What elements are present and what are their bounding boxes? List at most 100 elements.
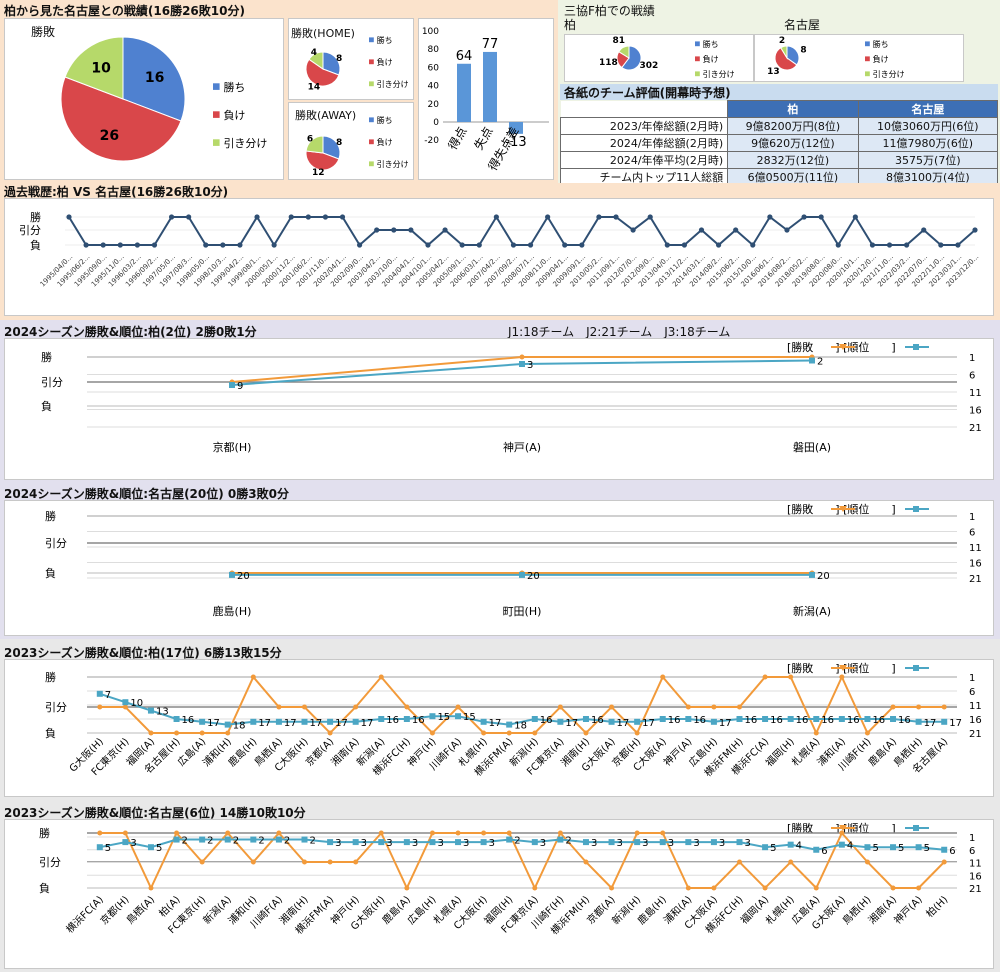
eval-row-label: 2024/年俸平均(2月時) (559, 151, 729, 169)
rank-value-label: 9 (237, 381, 243, 392)
rank-point (96, 690, 103, 697)
history-point (938, 242, 944, 248)
opponent-label: 横浜FC(A) (63, 893, 106, 936)
opponent-label: 町田(H) (503, 605, 542, 618)
rank-point (915, 718, 922, 725)
home-pie-box: 勝敗(HOME) 8 14 4 勝ち 負け 引き分け (288, 18, 414, 100)
pie-value-label: 81 (613, 36, 626, 46)
legend-swatch (369, 59, 374, 65)
history-point (374, 227, 380, 233)
history-point (459, 242, 465, 248)
history-point (664, 242, 670, 248)
result-point (429, 730, 435, 736)
rank-point (403, 716, 410, 722)
eval-row-label: 2023/年俸総額(2月時) (559, 117, 729, 135)
rank-value-label: 2 (565, 836, 571, 847)
legend-label: 勝ち (223, 80, 245, 94)
history-point (904, 242, 910, 248)
history-point (510, 242, 517, 248)
opponent-label: 京都(H) (97, 893, 131, 927)
result-point (532, 885, 538, 891)
history-y-label: 勝 (30, 210, 41, 224)
eval-table: 柏 名古屋 2023/年俸総額(2月時) 9億8200万円(8位) 10億306… (559, 100, 999, 183)
result-point (916, 704, 922, 710)
rank-point (147, 707, 154, 714)
result-point (506, 730, 512, 736)
rank-value-label: 3 (693, 838, 699, 849)
result-y-label: 引分 (45, 536, 67, 550)
rank-point (224, 721, 231, 728)
rank-value-label: 16 (770, 715, 783, 726)
legend-result-marker (839, 825, 847, 831)
home-pie-title: 勝敗(HOME) (291, 27, 355, 40)
rank-value-label: 3 (719, 838, 725, 849)
goal-bar (509, 122, 523, 134)
result-point (916, 885, 922, 891)
pie-value-label: 8 (800, 46, 806, 56)
pie-value-label: 2 (779, 36, 785, 46)
legend-result-marker (839, 506, 847, 512)
rank-point (582, 716, 589, 722)
season-chart: [勝敗 ] [順位 ]勝引分負1611162153522222233333332… (39, 821, 982, 937)
result-point (148, 885, 154, 891)
record-panel: 柏から見た名古屋との戦績(16勝26敗10分) 勝敗 16 26 10 勝ち 負け 引き分… (0, 0, 558, 183)
result-point (378, 674, 384, 680)
rank-point (327, 718, 334, 725)
result-point (97, 830, 103, 836)
rank-value-label: 15 (437, 712, 450, 723)
rank-point (634, 839, 641, 846)
rank-point (378, 716, 385, 722)
rank-point (813, 716, 820, 722)
history-y-label: 負 (30, 239, 41, 252)
eval-value-kashiwa: 9億620万(12位) (727, 134, 859, 152)
goal-value-label: 64 (456, 49, 473, 64)
rank-value-label: 2 (284, 836, 290, 847)
legend-label: 負け (377, 137, 393, 147)
rank-value-label: 16 (412, 715, 425, 726)
pie-slice (322, 135, 341, 160)
history-point (408, 227, 414, 233)
rank-value-label: 5 (872, 843, 878, 854)
result-point (404, 704, 410, 710)
pie-slice (308, 51, 324, 70)
result-point (455, 830, 461, 836)
history-point (203, 242, 209, 248)
rank-point (352, 839, 359, 846)
rank-value-label: 17 (207, 718, 220, 729)
rank-point (710, 839, 717, 846)
rank-point (327, 839, 334, 846)
rank-value-label: 3 (489, 838, 495, 849)
opponent-label: 神戸(A) (891, 893, 925, 927)
opponent-label: 鳥栖(H) (839, 893, 873, 927)
history-point (630, 227, 636, 233)
rank-value-label: 3 (591, 838, 597, 849)
legend-rank-marker (913, 665, 919, 671)
result-point (481, 830, 487, 836)
legend-label: 引き分け (703, 70, 735, 79)
rank-point (531, 839, 538, 846)
rank-value-label: 18 (514, 721, 527, 732)
away-pie-title: 勝敗(AWAY) (295, 109, 357, 122)
rank-point (96, 844, 103, 851)
pie-slice (621, 45, 642, 71)
eval-value-nagoya: 11億7980万(6位) (857, 134, 999, 152)
eval-row: 2024/年俸総額(2月時) 9億620万(12位) 11億7980万(6位) (559, 134, 999, 152)
opponent-label: 京都(H) (213, 440, 252, 454)
total-pie-box: 勝敗 16 26 10 勝ち 負け 引き分け (4, 18, 284, 180)
rank-value-label: 16 (182, 715, 195, 726)
result-y-label: 引分 (41, 375, 63, 389)
legend-label: 勝ち (377, 115, 393, 125)
history-point (835, 242, 841, 248)
rank-value-label: 5 (770, 843, 776, 854)
pie-value-label: 118 (599, 58, 618, 68)
rank-value-label: 6 (821, 846, 827, 857)
league-note: J1:18チーム J2:21チーム J3:18チーム (508, 325, 731, 339)
rank-point (531, 716, 538, 722)
pie-value-label: 8 (336, 54, 342, 64)
pie-slice (322, 51, 341, 76)
y-tick-label: 60 (428, 63, 440, 73)
history-point (322, 214, 329, 220)
result-point (890, 704, 896, 710)
rank-point (890, 844, 897, 851)
eval-value-kashiwa: 6億0500万(11位) (727, 168, 859, 183)
